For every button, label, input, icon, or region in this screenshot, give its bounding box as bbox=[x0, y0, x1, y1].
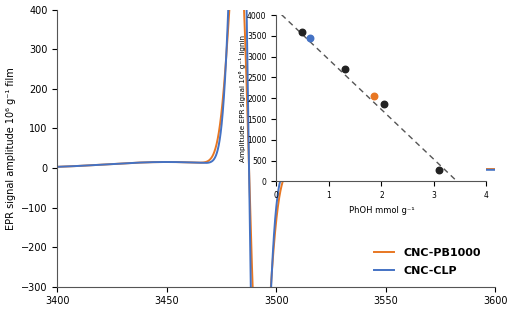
CNC-CLP bbox=[479, 168, 485, 172]
CNC-CLP bbox=[372, 168, 379, 171]
Y-axis label: EPR signal amplitude 10⁶ g⁻¹ film: EPR signal amplitude 10⁶ g⁻¹ film bbox=[6, 67, 15, 230]
Legend: CNC-PB1000, CNC-CLP: CNC-PB1000, CNC-CLP bbox=[374, 248, 481, 275]
CNC-CLP bbox=[457, 168, 463, 172]
CNC-PB1000 bbox=[457, 167, 463, 171]
CNC-PB1000 bbox=[54, 165, 61, 169]
CNC-CLP bbox=[54, 165, 61, 169]
CNC-PB1000 bbox=[372, 167, 379, 171]
CNC-PB1000 bbox=[242, 33, 248, 37]
CNC-PB1000 bbox=[479, 167, 485, 171]
Line: CNC-PB1000: CNC-PB1000 bbox=[57, 0, 495, 312]
Line: CNC-CLP: CNC-CLP bbox=[57, 0, 495, 312]
CNC-CLP bbox=[492, 168, 498, 172]
CNC-PB1000 bbox=[492, 167, 498, 171]
